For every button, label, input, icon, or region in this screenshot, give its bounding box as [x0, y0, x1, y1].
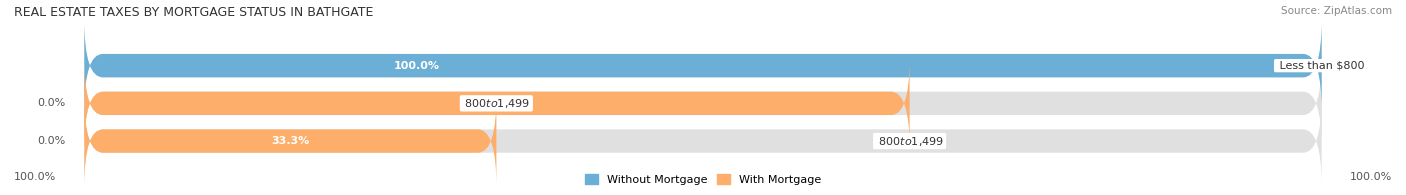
Text: 0.0%: 0.0%	[38, 136, 66, 146]
Text: Source: ZipAtlas.com: Source: ZipAtlas.com	[1281, 6, 1392, 16]
Text: Less than $800: Less than $800	[1275, 61, 1368, 71]
Text: REAL ESTATE TAXES BY MORTGAGE STATUS IN BATHGATE: REAL ESTATE TAXES BY MORTGAGE STATUS IN …	[14, 6, 374, 19]
Text: 0.0%: 0.0%	[1340, 61, 1368, 71]
Text: 100.0%: 100.0%	[394, 61, 440, 71]
Text: 0.0%: 0.0%	[38, 98, 66, 108]
FancyBboxPatch shape	[84, 58, 910, 148]
Text: 66.7%: 66.7%	[478, 98, 516, 108]
Text: 100.0%: 100.0%	[1350, 172, 1392, 182]
Text: $800 to $1,499: $800 to $1,499	[461, 97, 531, 110]
FancyBboxPatch shape	[84, 21, 1322, 111]
Legend: Without Mortgage, With Mortgage: Without Mortgage, With Mortgage	[581, 170, 825, 190]
FancyBboxPatch shape	[84, 58, 1322, 148]
Text: $800 to $1,499: $800 to $1,499	[875, 135, 945, 148]
FancyBboxPatch shape	[84, 21, 1322, 111]
FancyBboxPatch shape	[84, 96, 496, 186]
FancyBboxPatch shape	[84, 96, 1322, 186]
Text: 33.3%: 33.3%	[271, 136, 309, 146]
Text: 100.0%: 100.0%	[14, 172, 56, 182]
